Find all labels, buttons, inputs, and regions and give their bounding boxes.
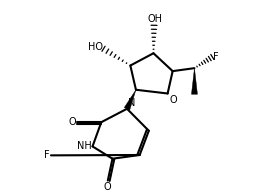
Text: F: F bbox=[44, 150, 50, 160]
Text: OH: OH bbox=[148, 14, 163, 24]
Text: O: O bbox=[68, 117, 76, 127]
Text: N: N bbox=[128, 98, 135, 108]
Text: HO: HO bbox=[88, 42, 103, 52]
Text: O: O bbox=[104, 182, 112, 192]
Text: NH: NH bbox=[77, 141, 92, 151]
Text: O: O bbox=[169, 95, 177, 105]
Polygon shape bbox=[192, 68, 197, 94]
Text: F: F bbox=[213, 52, 219, 62]
Polygon shape bbox=[124, 90, 136, 110]
